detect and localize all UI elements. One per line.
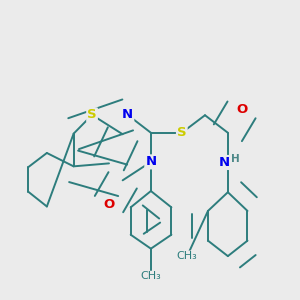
Text: CH₃: CH₃ xyxy=(177,251,197,261)
Text: S: S xyxy=(87,108,97,122)
Text: S: S xyxy=(177,126,187,139)
Text: CH₃: CH₃ xyxy=(140,271,161,281)
Text: N: N xyxy=(145,155,157,168)
Text: H: H xyxy=(231,154,240,164)
Text: N: N xyxy=(218,156,230,169)
Text: N: N xyxy=(122,108,133,122)
Text: O: O xyxy=(236,103,247,116)
Text: O: O xyxy=(103,198,115,211)
